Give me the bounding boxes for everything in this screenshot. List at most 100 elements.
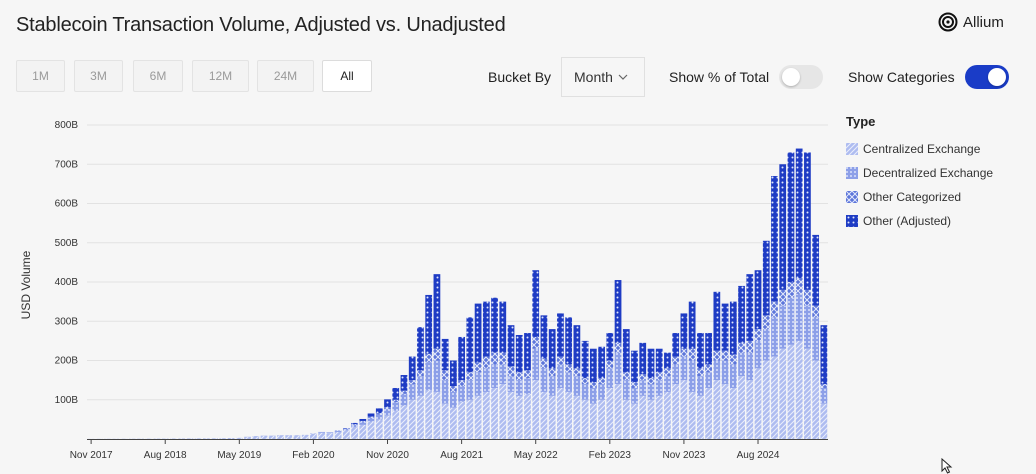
bar-segment-decentralized[interactable] — [688, 360, 696, 392]
bar-segment-decentralized[interactable] — [639, 380, 647, 396]
legend-item-centralized[interactable]: Centralized Exchange — [846, 137, 993, 161]
bar-segment-other-adjusted[interactable] — [565, 317, 573, 365]
bar-segment-other-adjusted[interactable] — [466, 317, 474, 373]
bar-segment-other-adjusted[interactable] — [754, 270, 762, 330]
bar-segment-other-adjusted[interactable] — [705, 333, 712, 365]
bar-segment-decentralized[interactable] — [795, 293, 803, 341]
bar-segment-decentralized[interactable] — [771, 317, 778, 357]
bar-segment-centralized[interactable] — [293, 435, 301, 439]
range-button-3m[interactable]: 3M — [74, 60, 123, 92]
bar-segment-other-categorized[interactable] — [392, 399, 400, 403]
bar-segment-other-categorized[interactable] — [746, 340, 754, 353]
bar-segment-other-categorized[interactable] — [795, 278, 803, 294]
bar-segment-centralized[interactable] — [524, 393, 531, 439]
bar-segment-centralized[interactable] — [203, 438, 210, 439]
bar-segment-decentralized[interactable] — [540, 368, 548, 392]
bar-segment-centralized[interactable] — [631, 403, 638, 440]
bar-segment-centralized[interactable] — [540, 391, 548, 439]
bar-segment-other-categorized[interactable] — [441, 370, 449, 381]
legend-item-other-adjusted[interactable]: Other (Adjusted) — [846, 209, 993, 233]
bar-segment-other-adjusted[interactable] — [655, 348, 663, 373]
bar-segment-centralized[interactable] — [581, 399, 589, 439]
bar-segment-centralized[interactable] — [787, 344, 795, 439]
bar-segment-decentralized[interactable] — [581, 384, 589, 400]
bar-segment-centralized[interactable] — [252, 436, 260, 439]
bar-segment-other-adjusted[interactable] — [820, 325, 828, 385]
bar-segment-other-categorized[interactable] — [639, 374, 647, 381]
bar-segment-other-categorized[interactable] — [581, 378, 589, 385]
bar-segment-other-adjusted[interactable] — [713, 291, 721, 351]
bar-segment-other-adjusted[interactable] — [524, 333, 531, 371]
bar-segment-other-adjusted[interactable] — [557, 313, 564, 357]
bar-segment-centralized[interactable] — [762, 360, 770, 440]
bar-segment-other-adjusted[interactable] — [812, 234, 820, 306]
bar-segment-other-adjusted[interactable] — [589, 348, 597, 383]
bar-segment-other-adjusted[interactable] — [417, 327, 424, 371]
bar-segment-centralized[interactable] — [507, 391, 515, 439]
bar-segment-centralized[interactable] — [820, 403, 828, 440]
bar-segment-other-categorized[interactable] — [598, 378, 605, 385]
bar-segment-centralized[interactable] — [746, 380, 754, 440]
bar-segment-decentralized[interactable] — [318, 431, 326, 433]
bar-segment-other-categorized[interactable] — [680, 348, 688, 357]
bar-segment-centralized[interactable] — [375, 419, 383, 440]
bar-segment-centralized[interactable] — [408, 399, 416, 439]
bar-segment-centralized[interactable] — [482, 391, 490, 439]
bar-segment-other-adjusted[interactable] — [787, 152, 795, 282]
bar-segment-other-adjusted[interactable] — [351, 422, 358, 425]
bar-segment-centralized[interactable] — [729, 387, 737, 439]
bar-segment-other-categorized[interactable] — [721, 350, 729, 361]
bar-segment-other-categorized[interactable] — [474, 362, 482, 373]
bar-segment-centralized[interactable] — [779, 348, 787, 439]
bar-segment-centralized[interactable] — [697, 395, 704, 439]
bar-segment-decentralized[interactable] — [408, 384, 416, 400]
bar-segment-centralized[interactable] — [268, 435, 276, 439]
bar-segment-decentralized[interactable] — [787, 297, 795, 345]
bar-segment-decentralized[interactable] — [367, 417, 375, 422]
bar-segment-decentralized[interactable] — [738, 352, 745, 377]
bar-segment-centralized[interactable] — [573, 395, 581, 439]
bar-segment-decentralized[interactable] — [458, 386, 465, 402]
bar-segment-decentralized[interactable] — [697, 376, 704, 396]
range-button-all[interactable]: All — [322, 60, 372, 92]
bar-segment-centralized[interactable] — [194, 438, 202, 439]
bar-segment-other-categorized[interactable] — [655, 372, 663, 381]
bar-segment-other-categorized[interactable] — [779, 289, 787, 306]
bar-segment-other-categorized[interactable] — [548, 368, 556, 377]
bar-segment-other-adjusted[interactable] — [359, 418, 367, 421]
bar-segment-centralized[interactable] — [441, 403, 449, 440]
range-button-12m[interactable]: 12M — [192, 60, 249, 92]
show-categories-toggle[interactable] — [965, 65, 1009, 89]
bar-segment-centralized[interactable] — [614, 384, 622, 439]
bar-segment-centralized[interactable] — [417, 395, 424, 439]
bar-segment-centralized[interactable] — [713, 380, 721, 440]
bar-segment-other-adjusted[interactable] — [606, 333, 614, 361]
show-percent-toggle[interactable] — [779, 65, 823, 89]
bar-segment-centralized[interactable] — [235, 437, 243, 439]
bar-segment-centralized[interactable] — [359, 424, 367, 439]
bar-segment-other-adjusted[interactable] — [573, 325, 581, 369]
bar-segment-other-adjusted[interactable] — [532, 270, 540, 337]
bar-segment-other-categorized[interactable] — [705, 364, 712, 373]
bar-segment-other-categorized[interactable] — [738, 342, 745, 353]
bar-segment-decentralized[interactable] — [392, 402, 400, 411]
bar-segment-other-adjusted[interactable] — [795, 148, 803, 279]
bar-segment-centralized[interactable] — [458, 401, 465, 439]
legend-item-decentralized[interactable]: Decentralized Exchange — [846, 161, 993, 185]
bar-segment-centralized[interactable] — [795, 340, 803, 440]
bar-segment-centralized[interactable] — [351, 427, 358, 440]
bar-segment-other-adjusted[interactable] — [515, 334, 523, 373]
bar-segment-decentralized[interactable] — [400, 393, 408, 406]
bar-segment-centralized[interactable] — [771, 356, 778, 439]
bar-segment-other-adjusted[interactable] — [762, 240, 770, 316]
bar-segment-centralized[interactable] — [812, 360, 820, 440]
bar-segment-decentralized[interactable] — [425, 362, 433, 390]
bar-segment-other-adjusted[interactable] — [425, 294, 433, 354]
bar-segment-other-categorized[interactable] — [359, 420, 367, 422]
bar-segment-decentralized[interactable] — [375, 414, 383, 420]
bar-segment-other-adjusted[interactable] — [631, 350, 638, 383]
bar-segment-decentralized[interactable] — [721, 360, 729, 385]
bar-segment-decentralized[interactable] — [820, 387, 828, 404]
bar-segment-decentralized[interactable] — [713, 360, 721, 381]
bar-segment-centralized[interactable] — [639, 395, 647, 439]
